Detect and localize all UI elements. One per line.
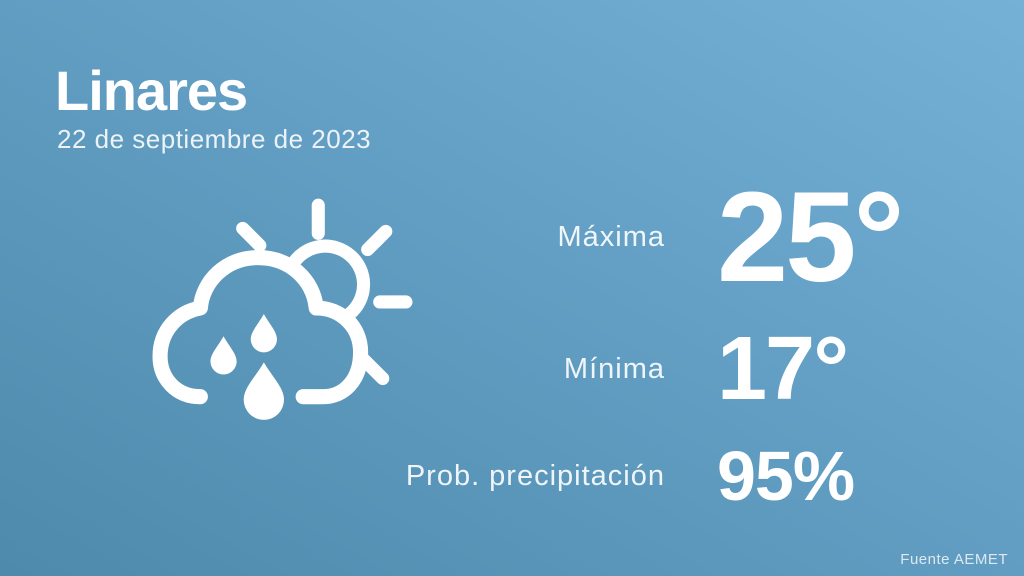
precipitation-label: Prob. precipitación [405, 459, 665, 492]
max-temp-label: Máxima [557, 221, 665, 253]
min-temp-value: 17° [717, 319, 849, 419]
min-temp-label: Mínima [563, 352, 665, 385]
metric-row-max: Máxima 25° [400, 173, 990, 301]
page-title: Linares [55, 59, 248, 122]
date-subtitle: 22 de septiembre de 2023 [57, 123, 372, 154]
header: Linares 22 de septiembre de 2023 [55, 60, 371, 155]
metric-row-min: Mínima 17° [400, 323, 990, 415]
metrics-panel: Máxima 25° Mínima 17° Prob. precipitació… [400, 173, 990, 511]
max-temp-value: 25° [717, 165, 905, 309]
precipitation-value: 95% [717, 437, 855, 515]
sun-behind-rain-cloud-icon [152, 193, 414, 423]
metric-row-precipitation: Prob. precipitación 95% [400, 441, 990, 511]
source-attribution: Fuente AEMET [900, 551, 1008, 568]
